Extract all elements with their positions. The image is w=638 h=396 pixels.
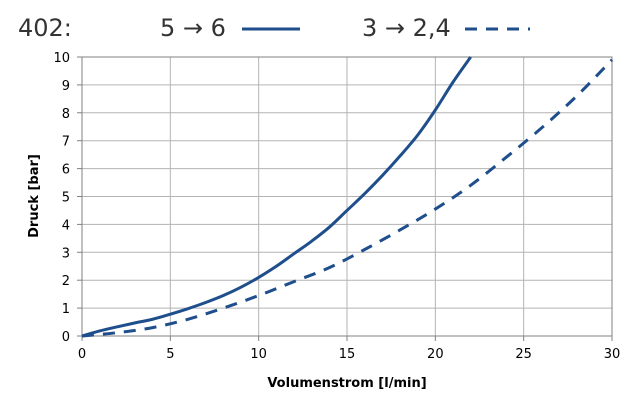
x-axis-title: Volumenstrom [l/min] <box>267 376 426 391</box>
y-tick-label: 9 <box>62 79 70 94</box>
gridlines <box>82 57 612 336</box>
x-tick-label: 20 <box>427 347 444 362</box>
series-group <box>81 56 614 338</box>
legend-label-solid: 5 → 6 <box>160 14 226 42</box>
y-axis-title: Druck [bar] <box>27 154 42 238</box>
y-axis-ticks: 0 1 2 3 4 5 6 7 8 9 10 <box>53 51 82 345</box>
y-tick-label: 0 <box>62 330 70 345</box>
x-tick-label: 25 <box>515 347 532 362</box>
y-tick-label: 10 <box>53 51 70 66</box>
y-tick-label: 2 <box>62 274 70 289</box>
y-tick-label: 6 <box>62 163 70 178</box>
legend: 5 → 6 3 → 2,4 <box>160 14 530 42</box>
legend-label-dashed: 3 → 2,4 <box>362 14 451 42</box>
x-tick-label: 30 <box>604 347 621 362</box>
y-tick-label: 5 <box>62 191 70 206</box>
x-tick-label: 5 <box>166 347 174 362</box>
y-tick-label: 1 <box>62 302 70 317</box>
series-line-solid <box>81 56 472 338</box>
y-tick-label: 4 <box>62 218 70 233</box>
x-tick-label: 0 <box>78 347 86 362</box>
x-tick-label: 10 <box>250 347 267 362</box>
chart-title: 402: <box>18 14 72 42</box>
x-tick-label: 15 <box>339 347 356 362</box>
y-tick-label: 3 <box>62 246 70 261</box>
x-axis-ticks: 0 5 10 15 20 25 30 <box>78 336 620 362</box>
series-line-dashed <box>81 58 614 338</box>
y-tick-label: 8 <box>62 107 70 122</box>
y-tick-label: 7 <box>62 135 70 150</box>
